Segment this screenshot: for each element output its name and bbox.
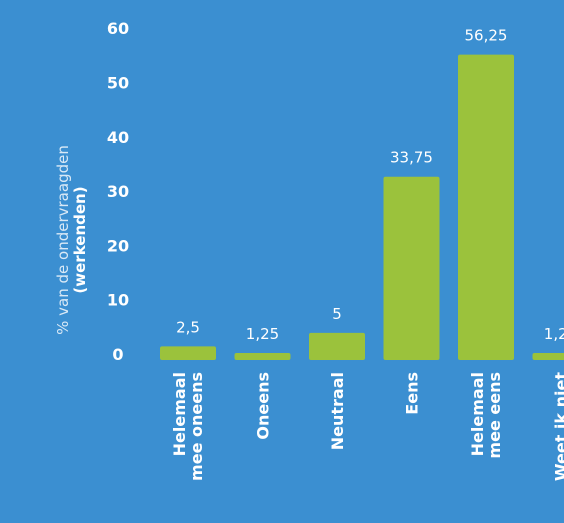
bar	[532, 353, 564, 360]
x-category-label-line: Oneens	[254, 372, 273, 440]
x-category-label: Weet ik niet	[552, 372, 564, 481]
value-labels: 2,5 1,25 5 33,75 56,25 1,25	[176, 27, 564, 343]
bar	[309, 332, 365, 360]
y-tick-label: 10	[107, 291, 129, 310]
y-tick-label: 0	[112, 345, 123, 364]
y-tick-label: 40	[107, 128, 129, 147]
x-category-label-line: Helemaal	[468, 372, 487, 456]
y-axis-title-line1: % van de ondervraagden	[54, 145, 72, 335]
bar	[160, 346, 216, 360]
bar-value-label: 33,75	[390, 149, 433, 167]
x-category-label-line: mee eens	[485, 372, 504, 459]
x-category-label: Oneens	[254, 372, 273, 440]
x-category-label: Eens	[403, 372, 422, 415]
x-category-label-line: Helemaal	[170, 372, 189, 456]
bar-value-label: 56,25	[465, 27, 508, 45]
y-tick-label: 20	[107, 236, 129, 255]
y-tick-label: 50	[107, 74, 129, 93]
x-category-label-line: Eens	[403, 372, 422, 415]
y-axis-title-line2: (werkenden)	[71, 186, 89, 293]
x-category-label-line: mee oneens	[187, 372, 206, 481]
x-category-label-line: Neutraal	[328, 372, 347, 450]
y-axis-title: % van de ondervraagden (werkenden)	[54, 145, 89, 335]
bars	[160, 54, 564, 360]
bar-value-label: 1,25	[544, 325, 564, 343]
bar-value-label: 1,25	[246, 325, 279, 343]
y-tick-label: 30	[107, 182, 129, 201]
y-axis-ticks: 0 10 20 30 40 50 60	[107, 19, 129, 364]
x-category-label: Neutraal	[328, 372, 347, 450]
bar	[234, 353, 291, 360]
bar	[458, 54, 514, 360]
x-category-label-line: Weet ik niet	[552, 372, 564, 481]
bar-value-label: 5	[332, 305, 342, 323]
bar-value-label: 2,5	[176, 318, 200, 336]
bar	[383, 176, 440, 360]
y-tick-label: 60	[107, 19, 129, 38]
